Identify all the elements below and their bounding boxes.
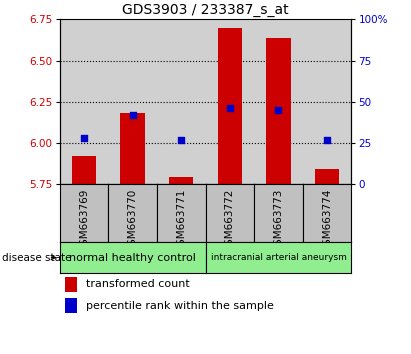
Point	[178, 137, 185, 142]
Title: GDS3903 / 233387_s_at: GDS3903 / 233387_s_at	[122, 3, 289, 17]
Bar	[65, 298, 77, 313]
Bar	[65, 277, 77, 292]
Text: normal healthy control: normal healthy control	[69, 252, 196, 263]
Point	[226, 105, 233, 111]
Text: GSM663769: GSM663769	[79, 189, 89, 252]
Bar	[120, 113, 145, 184]
Text: GSM663773: GSM663773	[273, 189, 284, 252]
Text: GSM663772: GSM663772	[225, 189, 235, 252]
Text: GSM663774: GSM663774	[322, 189, 332, 252]
Bar	[315, 169, 339, 184]
Bar	[266, 38, 291, 184]
Bar	[169, 177, 193, 184]
Point	[81, 135, 87, 141]
Text: intracranial arterial aneurysm: intracranial arterial aneurysm	[210, 253, 346, 262]
Text: transformed count: transformed count	[86, 279, 189, 290]
Point	[129, 112, 136, 118]
Point	[324, 137, 330, 142]
Text: GSM663770: GSM663770	[127, 189, 138, 252]
Point	[275, 107, 282, 113]
Text: GSM663771: GSM663771	[176, 189, 186, 252]
Text: percentile rank within the sample: percentile rank within the sample	[86, 301, 274, 311]
Bar	[218, 28, 242, 184]
Bar	[72, 156, 96, 184]
Text: disease state: disease state	[2, 252, 72, 263]
